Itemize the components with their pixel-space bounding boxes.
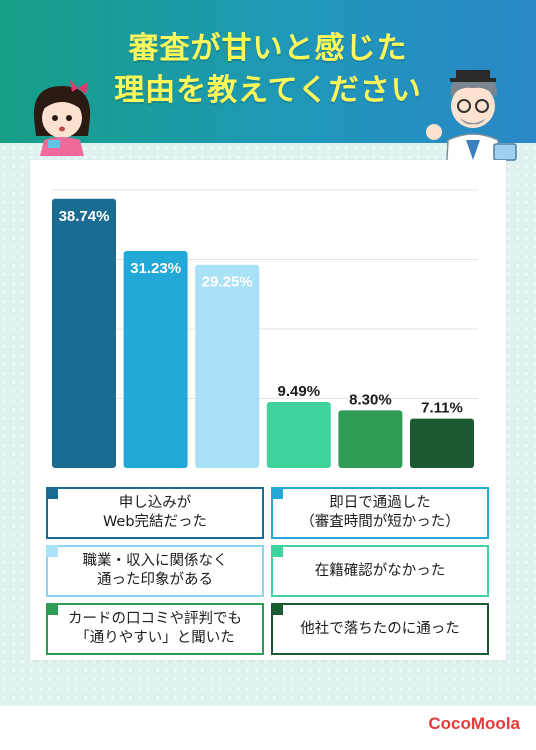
data-label-5: 8.30% [349,391,392,408]
legend-swatch [46,545,58,557]
bar-2 [123,250,188,468]
legend-swatch [46,487,58,499]
legend-item-6: 他社で落ちたのに通った [271,603,489,655]
data-label-2: 31.23% [130,260,181,277]
data-label-3: 29.25% [202,274,253,291]
data-label-1: 38.74% [59,208,110,225]
legend-label: 職業・収入に関係なく 通った印象がある [82,553,228,588]
legend-swatch [46,603,58,615]
legend-label: カードの口コミや評判でも 「通りやすい」と聞いた [68,611,242,646]
brand-logo: CocoMoola [428,714,520,733]
bar-3 [195,264,260,468]
data-label-4: 9.49% [278,383,321,400]
legend-item-3: 職業・収入に関係なく 通った印象がある [46,545,264,597]
bar-5 [338,410,403,468]
legend-item-1: 申し込みが Web完結だった [46,487,264,539]
legend-label: 即日で通過した （審査時間が短かった） [300,495,460,530]
legend-label: 申し込みが Web完結だった [102,495,208,530]
legend-item-4: 在籍確認がなかった [271,545,489,597]
legend-swatch [271,603,283,615]
bar-1 [52,198,116,468]
bar-chart: 38.74% 31.23% 29.25% 9.49% 8.30% 7.11% [52,189,478,468]
data-label-6: 7.11% [421,400,463,417]
bar-6 [410,418,474,468]
legend-swatch [271,487,283,499]
legend-swatch [271,545,283,557]
bar-4 [266,402,331,468]
legend-label: 在籍確認がなかった [314,562,446,579]
legend-label: 他社で落ちたのに通った [300,620,460,637]
legend-item-2: 即日で通過した （審査時間が短かった） [271,487,489,539]
page-title-line1: 審査が甘いと感じた [128,31,408,66]
legend-item-5: カードの口コミや評判でも 「通りやすい」と聞いた [46,603,264,655]
page-title-line2: 理由を教えてください [114,73,422,108]
footer [0,706,536,750]
girl-character-icon [33,80,91,156]
